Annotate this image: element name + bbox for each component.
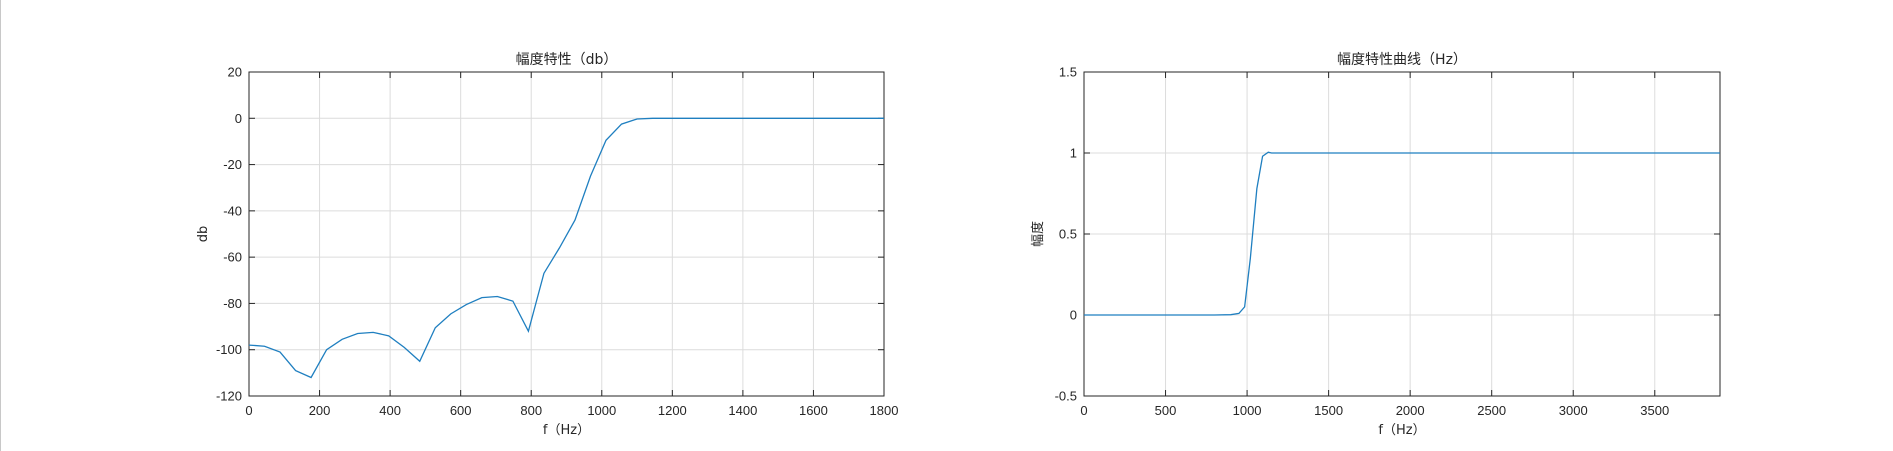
y-axis-label: db [196,226,211,243]
y-tick-label: -80 [223,296,242,311]
x-tick-label: 200 [309,403,331,418]
x-tick-label: 2000 [1396,403,1425,418]
y-tick-label: 1 [1070,146,1077,161]
y-tick-label: 1.5 [1059,65,1077,80]
x-tick-label: 0 [1080,403,1087,418]
x-tick-label: 1600 [799,403,828,418]
y-tick-label: -60 [223,250,242,265]
window-border [0,0,1,451]
x-tick-label: 600 [450,403,472,418]
x-tick-label: 400 [379,403,401,418]
axes-box [248,71,885,397]
chart-title: 幅度特性曲线（Hz） [1337,52,1467,68]
series-line [248,117,884,379]
y-tick-labels: -120 -100 -80 -60 -40 -20 0 20 [216,65,242,404]
x-tick-label: 1000 [1233,403,1262,418]
y-tick-labels: -0.5 0 0.5 1 1.5 [1055,65,1077,404]
y-tick-label: -40 [223,203,242,218]
x-tick-label: 3000 [1559,403,1588,418]
y-tick-label: -100 [216,342,242,357]
x-tick-label: 3500 [1640,403,1669,418]
x-tick-label: 1800 [870,403,899,418]
y-axis-label: 幅度 [1030,221,1046,247]
y-tick-label: -120 [216,389,242,404]
series-line [1084,151,1720,316]
axes-amplitude-linear: 0 500 1000 1500 2000 2500 3000 3500 -0.500.511.… [1030,52,1721,438]
y-tick-label: -20 [223,157,242,172]
tick-marks [248,71,885,397]
y-tick-label: -0.5 [1055,389,1077,404]
x-axis-label: f（Hz） [1378,423,1425,438]
y-tick-label: 0 [1070,308,1077,323]
x-axis-label: f（Hz） [543,423,590,438]
y-tick-label: 20 [228,65,242,80]
x-tick-label: 1400 [728,403,757,418]
y-tick-label: 0.5 [1059,227,1077,242]
x-tick-label: 0 [245,403,252,418]
tick-marks [1083,71,1720,397]
x-tick-label: 1200 [658,403,687,418]
x-tick-labels: 0 500 1000 1500 2000 2500 3000 3500 [1080,403,1669,418]
y-tick-label: 0 [235,111,242,126]
x-tick-label: 500 [1155,403,1177,418]
x-tick-label: 800 [520,403,542,418]
axes-amplitude-db: 0 200 400 600 800 1000 1200 1400 1600 1800 -120-1… [196,52,898,438]
x-tick-label: 1500 [1314,403,1343,418]
x-tick-label: 2500 [1477,403,1506,418]
grid-lines [1083,71,1720,397]
x-tick-label: 1000 [587,403,616,418]
chart-title: 幅度特性（db） [516,52,618,68]
x-tick-labels: 0 200 400 600 800 1000 1200 1400 1600 1800 [245,403,898,418]
